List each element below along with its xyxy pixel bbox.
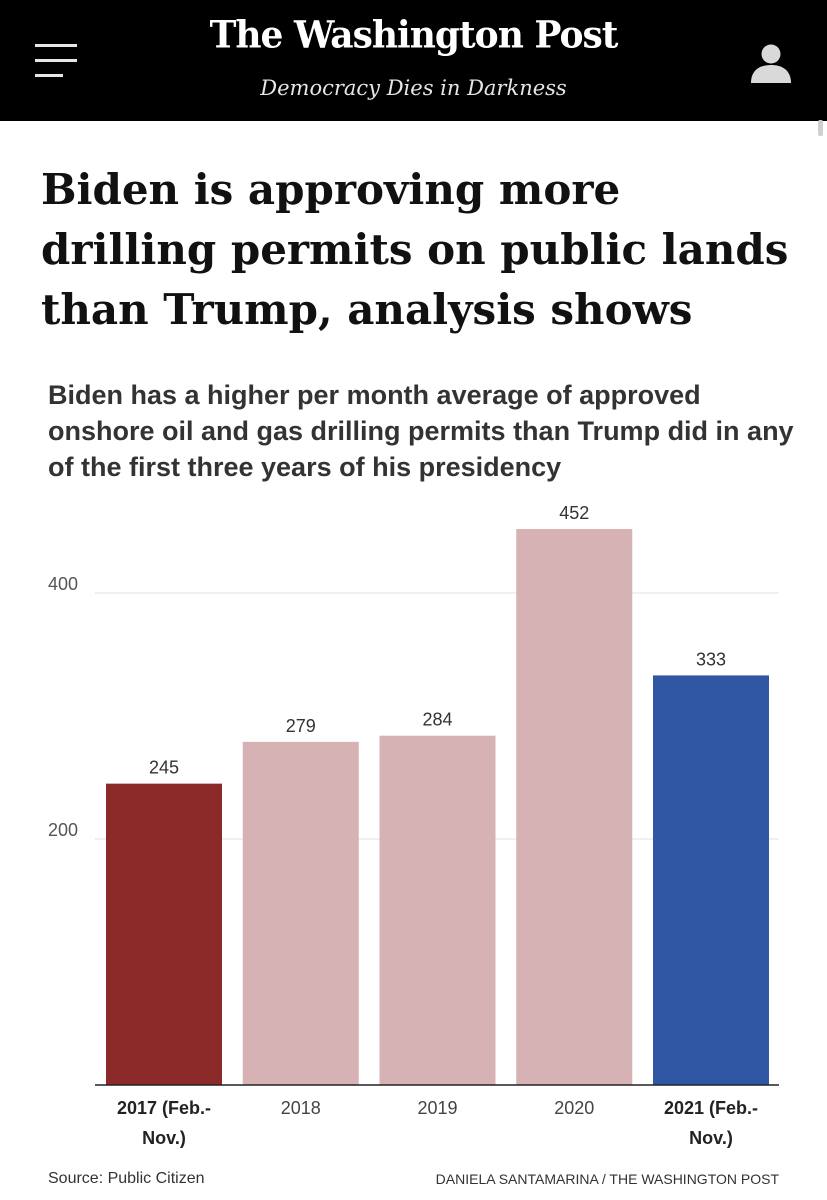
x-tick-label-2: 2019 — [417, 1098, 457, 1118]
bar-3 — [516, 529, 633, 1085]
bar-0 — [106, 783, 222, 1085]
x-tick-label-3: 2020 — [554, 1098, 594, 1118]
bar-value-label-0: 245 — [149, 758, 179, 778]
hamburger-menu-icon[interactable] — [35, 44, 77, 78]
x-tick-label-0-line-1: Nov.) — [142, 1128, 186, 1148]
bar-value-label-3: 452 — [559, 503, 589, 523]
chart-title: Biden has a higher per month average of … — [48, 380, 794, 482]
x-tick-label-4-line-0: 2021 (Feb.- — [664, 1098, 758, 1118]
bar-value-label-1: 279 — [286, 716, 316, 736]
y-tick-label-200: 200 — [48, 820, 78, 840]
site-logo[interactable]: The Washington Post — [209, 12, 619, 58]
bar-4 — [653, 675, 769, 1085]
chart-credit: DANIELA SANTAMARINA / THE WASHINGTON POS… — [435, 1171, 779, 1187]
chart-source: Source: Public Citizen — [48, 1170, 205, 1187]
x-tick-label-0-line-0: 2017 (Feb.- — [117, 1098, 211, 1118]
bar-chart: 200 400 245 279 284 452 333 2017 (Feb.- Nov.) 201… — [48, 503, 779, 1148]
site-tagline: Democracy Dies in Darkness — [260, 76, 567, 100]
bar-2 — [379, 735, 496, 1085]
bar-value-label-4: 333 — [696, 649, 726, 669]
bar-value-label-2: 284 — [422, 710, 452, 730]
user-account-icon[interactable] — [749, 43, 793, 83]
article-headline: Biden is approving more drilling permits… — [41, 165, 789, 334]
scrollbar[interactable] — [818, 120, 823, 136]
y-tick-label-400: 400 — [48, 574, 78, 594]
x-tick-label-4-line-1: Nov.) — [689, 1128, 733, 1148]
masthead: The Washington Post Democracy Dies in Da… — [0, 0, 827, 121]
bar-1 — [242, 741, 359, 1085]
x-tick-label-1: 2018 — [281, 1098, 321, 1118]
